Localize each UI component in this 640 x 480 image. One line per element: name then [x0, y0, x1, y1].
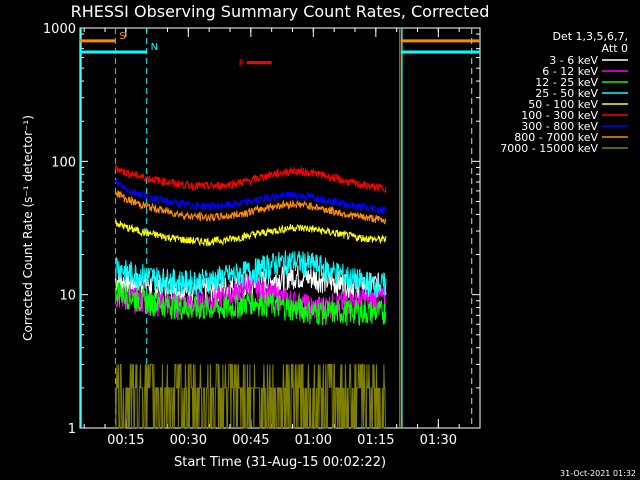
series-line-1 [114, 275, 387, 320]
legend-entry-label: 800 - 7000 keV [514, 131, 598, 144]
legend-entry-label: 50 - 100 keV [528, 98, 598, 111]
flag-label-n: N [151, 42, 158, 53]
y-axis-ticks: 1 10 100 1000 [43, 22, 480, 437]
chart-title: RHESSI Observing Summary Count Rates, Co… [71, 2, 490, 21]
series-line-4 [114, 219, 387, 247]
y-axis-label: Corrected Count Rate (s⁻¹ detector⁻¹) [21, 115, 35, 341]
x-tick-label: 01:15 [357, 433, 394, 448]
legend-entry-label: 25 - 50 keV [535, 87, 598, 100]
x-axis-label: Start Time (31-Aug-15 00:02:22) [174, 455, 386, 470]
series-line-6 [114, 177, 387, 215]
legend-entry-label: 100 - 300 keV [521, 109, 598, 122]
legend-entry-label: 7000 - 15000 keV [500, 142, 598, 155]
x-axis-ticks: 00:15 00:30 00:45 01:00 01:15 01:30 [83, 28, 481, 448]
x-tick-label: 01:30 [420, 433, 457, 448]
legend-entry-label: 300 - 800 keV [521, 120, 598, 133]
y-tick-label: 1000 [43, 22, 76, 37]
series-line-5 [114, 164, 387, 193]
y-tick-label: 10 [59, 289, 76, 304]
legend-entry-label: 3 - 6 keV [549, 54, 598, 67]
legend-header-line-1: Det 1,3,5,6,7, [552, 30, 628, 43]
series-line-3 [114, 250, 387, 299]
flag-label-s: S [119, 31, 125, 42]
flag-label-f: F [239, 59, 245, 70]
legend-header-line-2: Att 0 [602, 42, 628, 55]
x-tick-label: 00:15 [107, 433, 144, 448]
series-line-2 [114, 281, 387, 326]
legend-entry-label: 6 - 12 keV [542, 65, 598, 78]
series-layer [114, 164, 387, 429]
y-tick-label: 100 [51, 155, 76, 170]
x-tick-label: 00:45 [232, 433, 269, 448]
plot-frame [79, 27, 481, 429]
legend-entry-label: 12 - 25 keV [535, 76, 598, 89]
footer-timestamp: 31-Oct-2021 01:32 [560, 469, 636, 478]
series-line-8 [114, 363, 386, 429]
series-line-7 [114, 188, 387, 225]
x-tick-label: 00:30 [170, 433, 207, 448]
annotations-layer: S N F [80, 28, 480, 428]
y-tick-label: 1 [68, 422, 76, 437]
x-tick-label: 01:00 [295, 433, 332, 448]
